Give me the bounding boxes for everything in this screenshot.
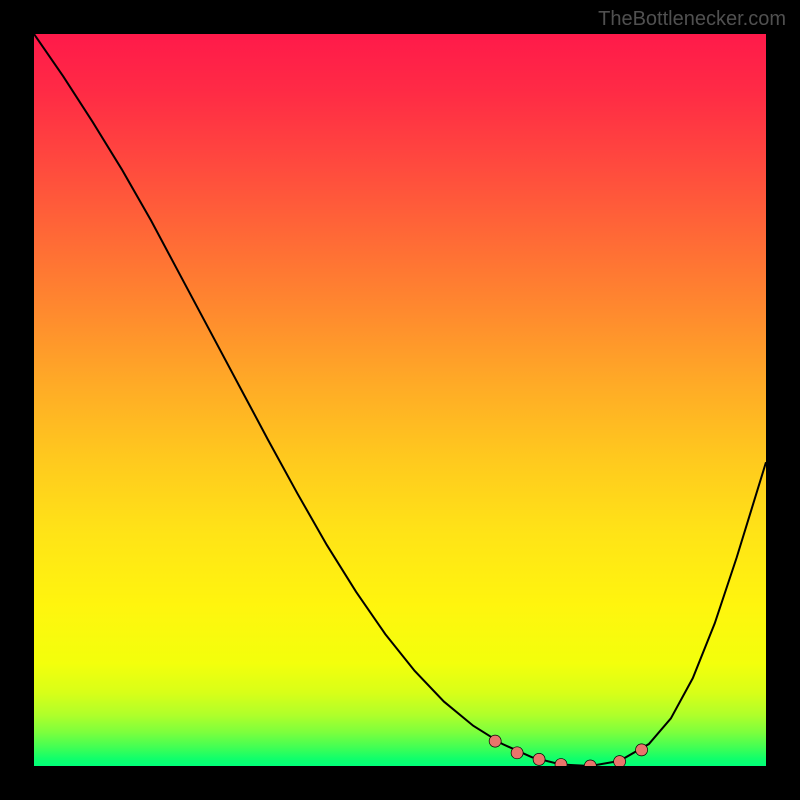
watermark-text: TheBottlenecker.com (598, 8, 786, 31)
optimal-range-markers (489, 735, 647, 766)
chart-overlay (34, 34, 766, 766)
optimal-marker (636, 744, 648, 756)
bottleneck-curve (34, 34, 766, 766)
optimal-marker (533, 753, 545, 765)
optimal-marker (489, 735, 501, 747)
optimal-marker (511, 747, 523, 759)
optimal-marker (614, 756, 626, 766)
optimal-marker (584, 760, 596, 766)
optimal-marker (555, 759, 567, 766)
plot-area (34, 34, 766, 766)
